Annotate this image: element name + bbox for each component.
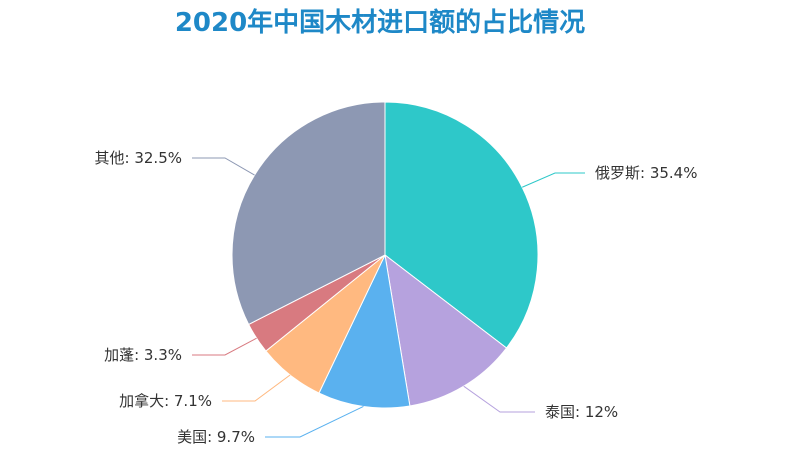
slice-label-3: 美国: 9.7%	[177, 428, 255, 446]
leader-line-2	[463, 385, 535, 413]
slice-label-2: 泰国: 12%	[545, 403, 618, 421]
slice-label-1: 俄罗斯: 35.4%	[595, 164, 697, 182]
leader-line-1	[521, 172, 585, 188]
slice-label-6: 其他: 32.5%	[95, 149, 182, 167]
leader-line-4	[222, 374, 291, 402]
leader-line-6	[192, 157, 255, 176]
slice-label-5: 加蓬: 3.3%	[104, 346, 182, 364]
slice-label-4: 加拿大: 7.1%	[119, 392, 212, 410]
pie-slice-6	[231, 101, 386, 326]
leader-line-5	[192, 337, 257, 356]
leader-line-3	[265, 406, 364, 438]
chart-title: 2020年中国木材进口额的占比情况	[174, 8, 586, 38]
